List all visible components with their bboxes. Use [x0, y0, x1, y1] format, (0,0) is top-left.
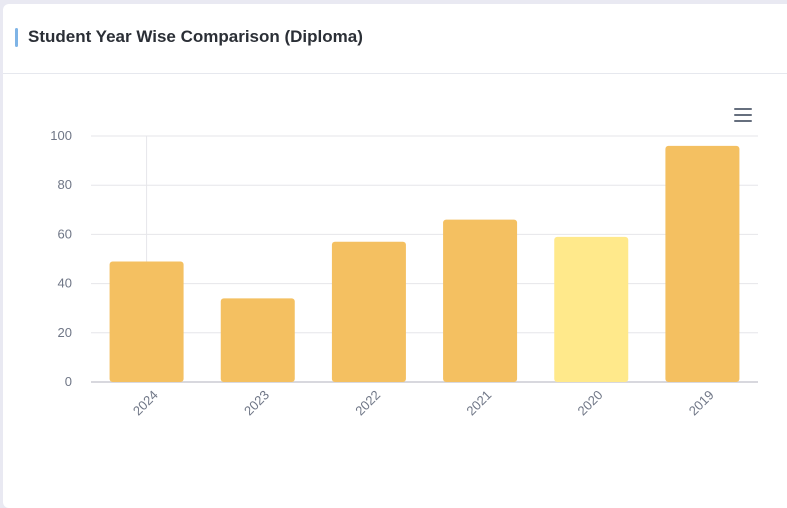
y-tick-label: 80 [58, 177, 72, 192]
bars [109, 145, 740, 382]
bar-2024[interactable] [109, 261, 184, 382]
y-tick-label: 60 [58, 226, 72, 241]
y-tick-label: 40 [58, 276, 72, 291]
y-tick-label: 20 [58, 325, 72, 340]
bar-2023[interactable] [220, 298, 295, 382]
x-tick-label: 2024 [130, 387, 161, 418]
x-axis-labels: 2024 2023 2022 2021 2020 2019 [130, 387, 717, 418]
y-tick-label: 0 [65, 374, 72, 389]
bar-2019[interactable] [665, 145, 740, 382]
x-tick-label: 2020 [575, 387, 606, 418]
x-tick-label: 2023 [241, 387, 272, 418]
bar-2021[interactable] [443, 219, 518, 382]
y-tick-label: 100 [50, 128, 72, 143]
card-title: Student Year Wise Comparison (Diploma) [28, 27, 363, 46]
bar-chart: 0 20 40 60 80 100 2024 2023 2022 2021 2020 2019 [50, 128, 758, 418]
hamburger-menu-icon[interactable] [733, 107, 753, 123]
bar-2020[interactable] [554, 236, 629, 382]
grid-lines [91, 135, 758, 383]
bar-2022[interactable] [331, 241, 406, 382]
title-accent-bar [15, 28, 18, 47]
x-tick-label: 2022 [352, 387, 383, 418]
card-header: Student Year Wise Comparison (Diploma) [3, 4, 787, 74]
chart-card: Student Year Wise Comparison (Diploma) 0… [3, 4, 787, 508]
x-tick-label: 2021 [463, 387, 494, 418]
y-axis-labels: 0 20 40 60 80 100 [50, 128, 72, 389]
x-tick-label: 2019 [686, 387, 717, 418]
